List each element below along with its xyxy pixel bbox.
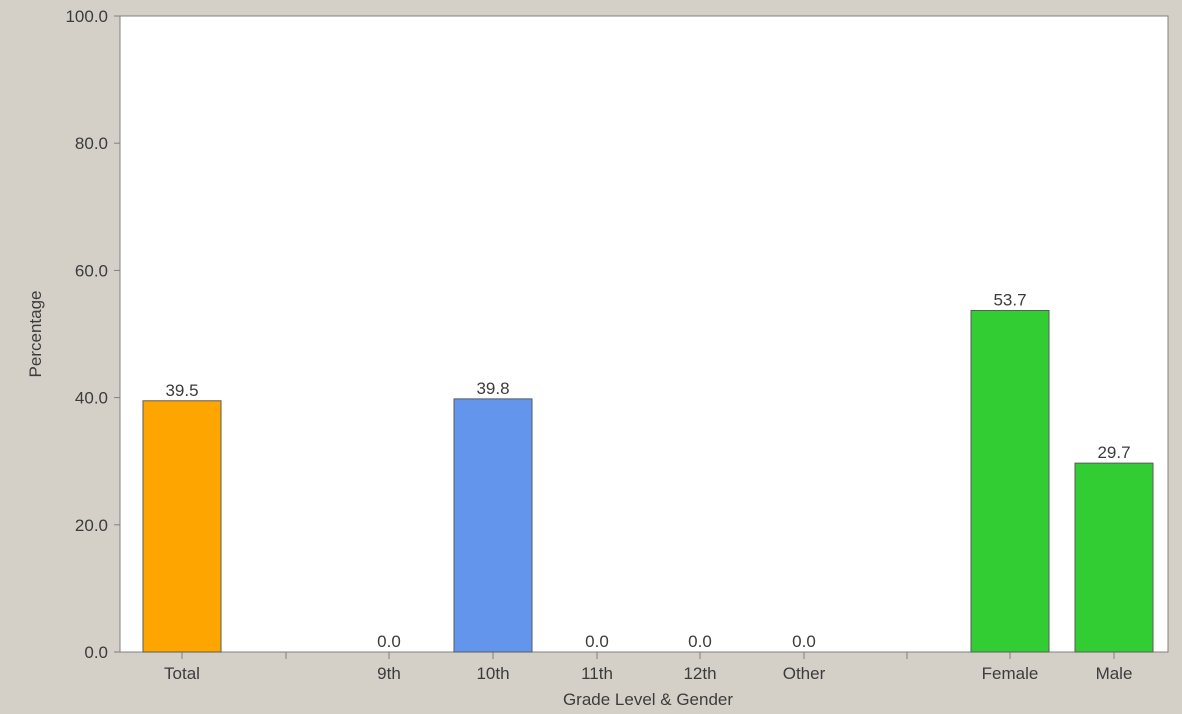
bar-total xyxy=(142,400,222,653)
category-label-11th: 11th xyxy=(581,664,613,683)
data-label-total: 39.5 xyxy=(165,381,198,400)
category-label-9th: 9th xyxy=(377,664,401,683)
data-label-12th: 0.0 xyxy=(688,632,712,651)
y-tick-label: 100.0 xyxy=(65,7,108,26)
category-label-female: Female xyxy=(982,664,1039,683)
category-label-total: Total xyxy=(164,664,200,683)
data-label-male: 29.7 xyxy=(1097,443,1130,462)
data-labels-layer: 39.5 0.0 39.8 0.0 0.0 0.0 53.7 29.7 xyxy=(165,290,1130,651)
category-label-12th: 12th xyxy=(683,664,716,683)
y-tick-label: 80.0 xyxy=(75,134,108,153)
y-tick-label: 40.0 xyxy=(75,389,108,408)
bars-layer xyxy=(142,309,1154,653)
bar-female xyxy=(970,309,1050,653)
bar-10th xyxy=(453,398,533,653)
y-tick-label: 20.0 xyxy=(75,516,108,535)
data-label-other: 0.0 xyxy=(792,632,816,651)
category-label-10th: 10th xyxy=(476,664,509,683)
category-label-other: Other xyxy=(783,664,826,683)
data-label-11th: 0.0 xyxy=(585,632,609,651)
data-label-10th: 39.8 xyxy=(476,379,509,398)
y-axis-title: Percentage xyxy=(26,291,45,378)
x-axis-title: Grade Level & Gender xyxy=(563,690,733,709)
bar-male xyxy=(1074,462,1154,653)
y-tick-label: 0.0 xyxy=(84,643,108,662)
y-tick-label: 60.0 xyxy=(75,261,108,280)
data-label-9th: 0.0 xyxy=(377,632,401,651)
category-labels-layer: Total 9th 10th 11th 12th Other Female Male xyxy=(164,664,1132,683)
category-label-male: Male xyxy=(1096,664,1133,683)
x-axis xyxy=(181,652,1115,659)
data-label-female: 53.7 xyxy=(993,290,1026,309)
y-axis: 0.0 20.0 40.0 60.0 80.0 100.0 xyxy=(65,7,120,662)
